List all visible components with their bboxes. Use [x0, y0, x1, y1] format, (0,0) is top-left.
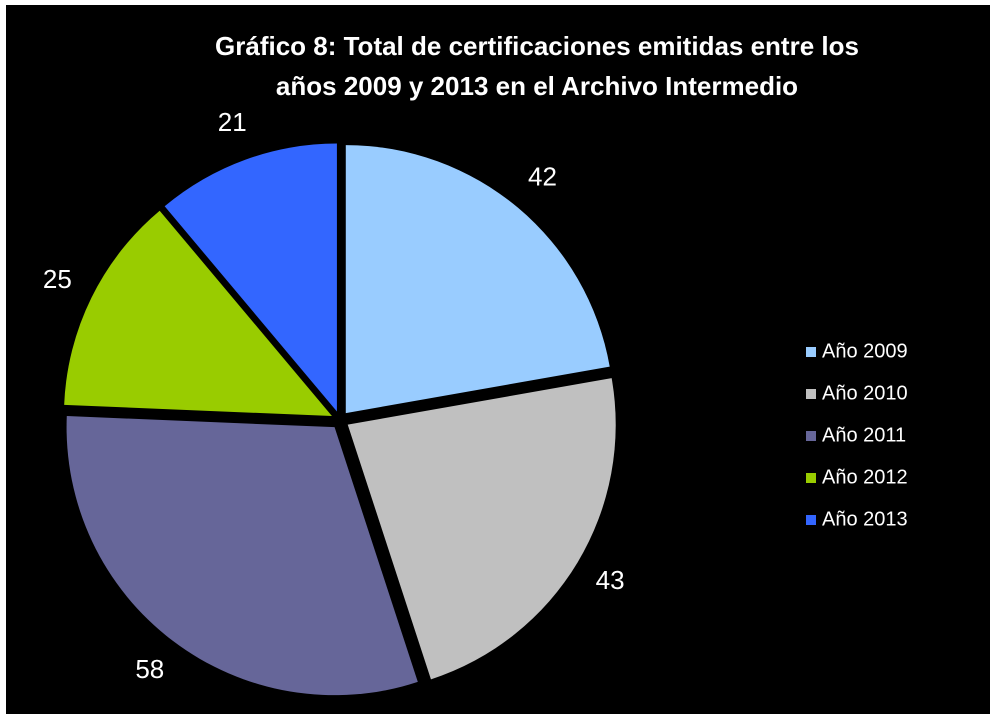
- legend-label: Año 2009: [822, 340, 908, 362]
- legend-swatch: [806, 347, 816, 357]
- data-label: 21: [218, 107, 247, 137]
- legend-swatch: [806, 431, 816, 441]
- data-label: 42: [528, 162, 557, 192]
- data-label: 25: [43, 264, 72, 294]
- legend-swatch: [806, 515, 816, 525]
- pie-slice: [66, 416, 418, 696]
- legend-label: Año 2013: [822, 508, 908, 530]
- legend-swatch: [806, 389, 816, 399]
- pie-slice: [164, 143, 337, 412]
- legend-swatch: [806, 473, 816, 483]
- chart-title: años 2009 y 2013 en el Archivo Intermedi…: [276, 71, 798, 101]
- pie-slice: [347, 378, 616, 680]
- pie-slice: [64, 210, 332, 417]
- pie-slice: [345, 145, 610, 414]
- chart-title: Gráfico 8: Total de certificaciones emit…: [215, 31, 859, 61]
- legend-label: Año 2010: [822, 382, 908, 404]
- legend-label: Año 2012: [822, 466, 908, 488]
- data-label: 58: [135, 654, 164, 684]
- data-label: 43: [596, 565, 625, 595]
- legend-label: Año 2011: [822, 424, 906, 446]
